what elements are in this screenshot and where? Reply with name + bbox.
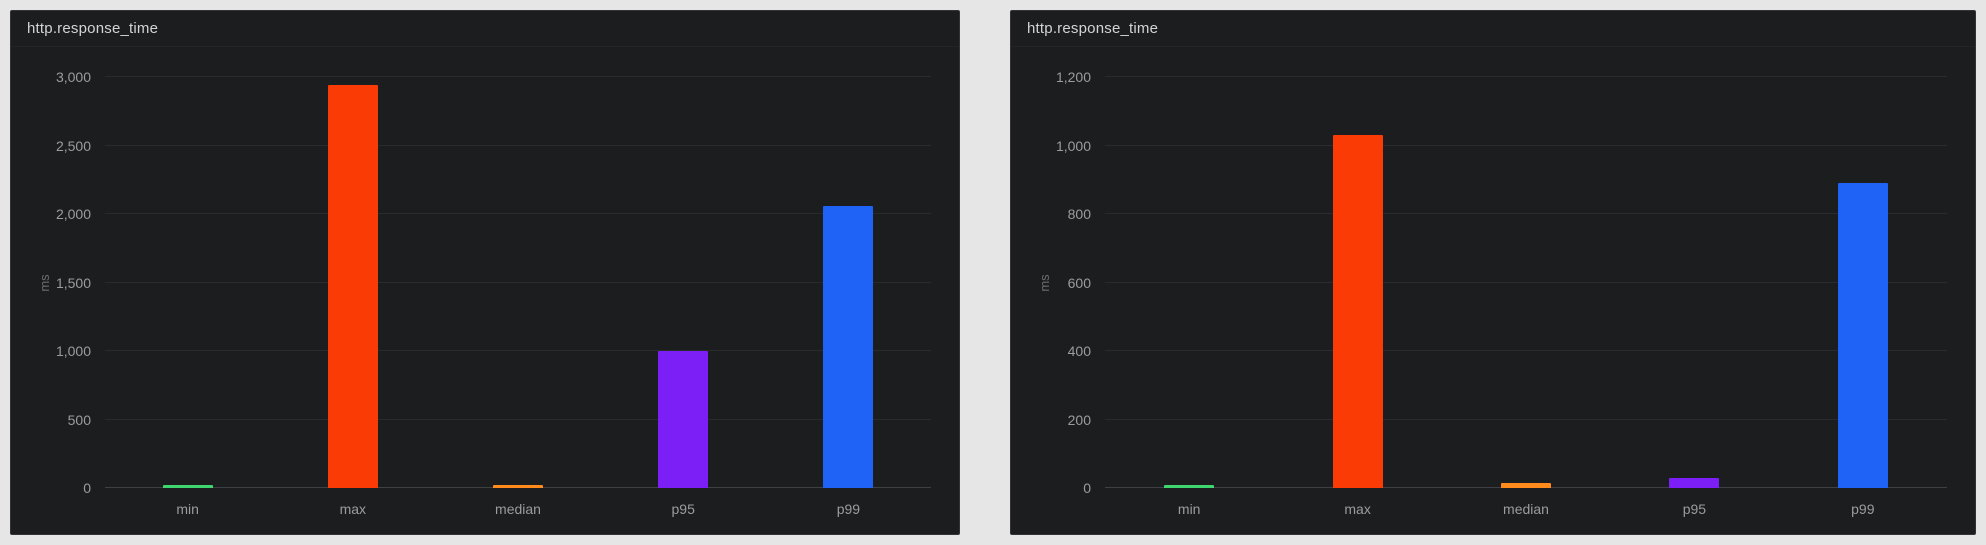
gridline [1105,144,1947,146]
plot-area: 0 500 1,000 1,500 2,000 2,500 3,000 min max media… [56,69,931,517]
gridline [105,76,931,77]
x-tick-label: median [495,501,541,517]
bar-min[interactable] [1164,484,1215,488]
gridline [1105,76,1947,77]
gridline [1105,213,1947,215]
bar-p95[interactable] [1669,477,1720,488]
chart-panel-left: http.response_time ms 0 500 1,000 1,500 2,00… [10,10,960,535]
gridline [105,418,931,420]
gridline [105,350,931,352]
y-tick-label: 1,500 [55,274,91,291]
gridline [105,281,931,283]
bar-chart: ms 0 200 400 600 800 1,000 1,200 min max median p9… [1037,69,1947,517]
y-tick-label: 400 [1067,343,1091,360]
y-tick-label: 200 [1067,411,1091,428]
chart-panel-right: http.response_time ms 0 200 400 600 800 1,000… [1010,10,1976,535]
panel-header[interactable]: http.response_time [11,11,959,47]
plot-area: 0 200 400 600 800 1,000 1,200 min max median p95 p9… [1056,69,1947,517]
y-tick-label: 0 [83,480,91,496]
gridline [1105,281,1947,283]
gridline [105,213,931,215]
panel-title: http.response_time [1027,20,1159,37]
bar-chart: ms 0 500 1,000 1,500 2,000 2,500 3,000 min max me… [37,69,931,517]
x-tick-label: p99 [1851,501,1875,517]
x-tick-label: max [339,501,367,517]
y-tick-label: 1,200 [1055,69,1091,85]
gridline [1105,350,1947,352]
y-tick-label: 1,000 [55,343,91,360]
panel-title: http.response_time [27,20,159,37]
y-tick-label: 2,500 [55,137,91,154]
bar-median[interactable] [1501,483,1551,488]
bar-max[interactable] [1332,135,1383,488]
gridline [105,144,931,146]
y-axis-unit-label: ms [37,273,52,292]
y-tick-label: 800 [1067,206,1091,223]
y-tick-label: 500 [67,411,91,428]
y-tick-label: 3,000 [55,69,91,85]
x-tick-label: min [1177,501,1201,517]
bar-p99[interactable] [823,205,874,488]
panel-header[interactable]: http.response_time [1011,11,1975,47]
x-tick-label: p99 [836,501,861,517]
x-tick-label: median [1503,501,1549,517]
bar-p99[interactable] [1837,183,1888,488]
y-tick-label: 1,000 [1055,137,1091,154]
x-tick-label: min [176,501,199,517]
bar-min[interactable] [162,485,213,488]
bar-p95[interactable] [658,351,709,488]
y-tick-label: 0 [1083,480,1091,496]
gridline [1105,418,1947,420]
bar-median[interactable] [493,485,543,488]
x-tick-label: max [1344,501,1371,517]
y-tick-label: 2,000 [55,206,91,223]
y-axis-unit-label: ms [1037,273,1052,292]
bar-max[interactable] [327,85,378,488]
y-tick-label: 600 [1067,274,1091,291]
x-tick-label: p95 [671,501,695,517]
x-tick-label: p95 [1682,501,1707,517]
